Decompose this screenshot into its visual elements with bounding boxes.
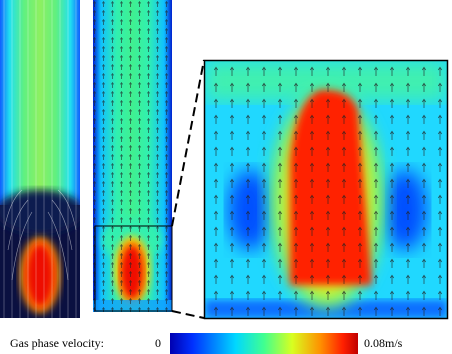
- zoom-panel: [205, 61, 447, 318]
- zoom-connector: [171, 59, 205, 227]
- streamline-panel: [0, 0, 80, 318]
- colorbar: [170, 333, 358, 354]
- zoom-panel-frame: [203, 59, 449, 320]
- colorbar-min-label: 0: [155, 336, 161, 350]
- colorbar-max-label: 0.08m/s: [364, 336, 403, 350]
- zoom-box: [94, 225, 173, 312]
- vector-panel: [93, 0, 172, 312]
- zoom-connector: [171, 310, 205, 319]
- colorbar-title: Gas phase velocity:: [10, 336, 104, 350]
